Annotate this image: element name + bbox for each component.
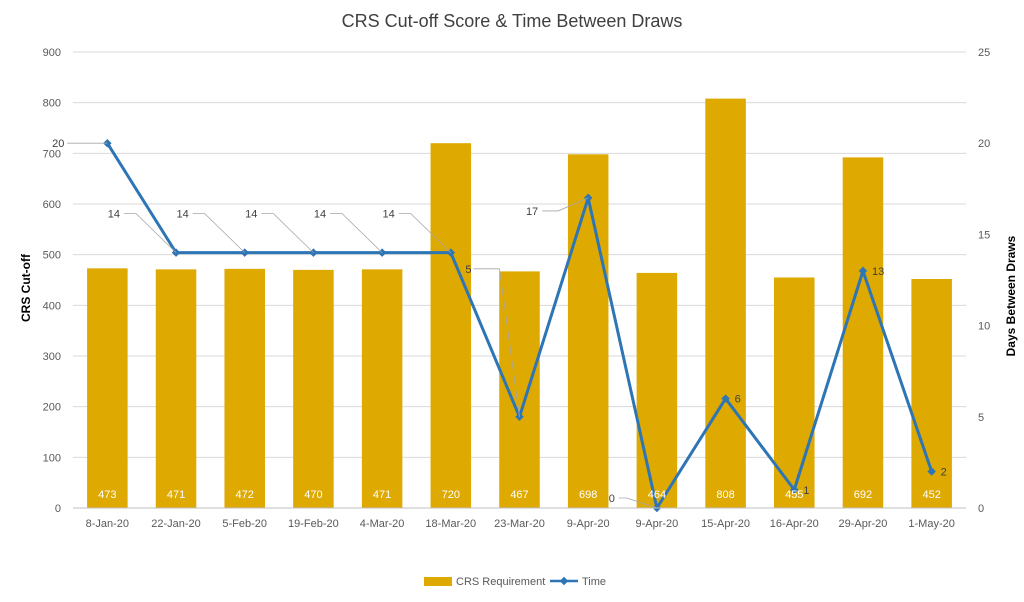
- bar-value-label: 473: [98, 489, 116, 501]
- label-leader-line: [124, 213, 177, 253]
- y-tick-label: 500: [43, 250, 61, 262]
- x-tick-label: 5-Feb-20: [222, 518, 267, 530]
- line-point: [858, 266, 868, 276]
- label-leader-line: [618, 497, 658, 509]
- bar: [224, 268, 265, 508]
- bar-series: [87, 98, 952, 509]
- line-value-label: 14: [314, 209, 326, 221]
- y2-axis-title: Days Between Draws: [1004, 235, 1018, 356]
- line-value-label: 6: [735, 394, 741, 406]
- bar: [87, 268, 128, 508]
- legend-label-line: Time: [582, 576, 606, 588]
- bar: [636, 272, 678, 508]
- y-tick-label: 100: [43, 452, 61, 464]
- y2-tick-label: 0: [978, 503, 984, 515]
- bar: [567, 154, 609, 508]
- bar: [430, 143, 472, 508]
- legend-label-bar: CRS Requirement: [456, 576, 545, 588]
- legend-swatch-bar: [424, 577, 452, 586]
- data-labels: 473 471 472 470 471 720 467 698 464 808 455 692 4522…: [52, 138, 947, 509]
- bar: [499, 271, 540, 508]
- line-value-label: 14: [383, 209, 395, 221]
- line-value-label: 5: [465, 264, 471, 276]
- x-tick-label: 4-Mar-20: [360, 518, 405, 530]
- x-tick-label: 19-Feb-20: [288, 518, 339, 530]
- line-value-label: 2: [941, 467, 947, 479]
- label-leader-line: [473, 268, 520, 417]
- bar: [705, 98, 746, 508]
- bar: [842, 157, 884, 509]
- bar-value-label: 464: [648, 489, 666, 501]
- x-tick-label: 18-Mar-20: [425, 518, 476, 530]
- gridlines: [73, 51, 966, 458]
- y-axis-title: CRS Cut-off: [19, 253, 33, 322]
- label-leader-line: [330, 213, 383, 253]
- bar-value-label: 692: [854, 489, 872, 501]
- x-tick-label: 29-Apr-20: [839, 518, 888, 530]
- bar-value-label: 452: [922, 489, 940, 501]
- y-tick-label: 300: [43, 351, 61, 363]
- label-leader-line: [542, 197, 589, 212]
- bar-value-label: 455: [785, 489, 803, 501]
- y-tick-label: 400: [43, 300, 61, 312]
- bar-value-label: 808: [716, 489, 734, 501]
- line-value-label: 0: [609, 493, 615, 505]
- bar-value-label: 467: [510, 489, 528, 501]
- label-leader-line: [192, 213, 246, 253]
- y2-tick-label: 15: [978, 229, 990, 241]
- legend-marker-line: [559, 576, 569, 586]
- bar: [293, 269, 334, 508]
- x-tick-label: 9-Apr-20: [567, 518, 610, 530]
- label-leader-line: [261, 213, 314, 253]
- y-tick-label: 600: [43, 199, 61, 211]
- y-tick-label: 700: [43, 148, 61, 160]
- x-tick-label: 16-Apr-20: [770, 518, 819, 530]
- y2-tick-label: 10: [978, 321, 990, 333]
- x-tick-label: 22-Jan-20: [151, 518, 201, 530]
- line-value-label: 14: [108, 209, 120, 221]
- bar: [155, 269, 197, 508]
- bar-value-label: 472: [236, 489, 254, 501]
- bar-value-label: 471: [373, 489, 391, 501]
- bar: [361, 269, 403, 508]
- y-tick-label: 800: [43, 98, 61, 110]
- y2-tick-label: 5: [978, 412, 984, 424]
- y-tick-label: 900: [43, 47, 61, 59]
- line-value-label: 1: [803, 485, 809, 497]
- legend: CRS Requirement Time: [424, 576, 606, 588]
- line-value-label: 17: [526, 206, 538, 218]
- bar-value-label: 720: [442, 489, 460, 501]
- chart-title: CRS Cut-off Score & Time Between Draws: [342, 11, 683, 31]
- x-tick-label: 23-Mar-20: [494, 518, 545, 530]
- bar-value-label: 470: [304, 489, 322, 501]
- line-point: [790, 485, 799, 495]
- y2-tick-label: 20: [978, 138, 990, 150]
- y-tick-label: 0: [55, 503, 61, 515]
- x-tick-label: 15-Apr-20: [701, 518, 750, 530]
- y-tick-label: 200: [43, 402, 61, 414]
- axes: 010020030040050060070080090005101520258-…: [43, 47, 991, 530]
- x-tick-label: 8-Jan-20: [86, 518, 129, 530]
- x-tick-label: 1-May-20: [908, 518, 954, 530]
- line-value-label: 14: [176, 209, 188, 221]
- line-value-label: 20: [52, 138, 64, 150]
- line-value-label: 13: [872, 266, 884, 278]
- label-leader-line: [398, 213, 452, 253]
- bar-value-label: 471: [167, 489, 185, 501]
- line-point: [721, 394, 730, 403]
- y2-tick-label: 25: [978, 47, 990, 59]
- line-point: [927, 467, 936, 476]
- x-tick-label: 9-Apr-20: [635, 518, 678, 530]
- line-value-label: 14: [245, 209, 257, 221]
- bar-value-label: 698: [579, 489, 597, 501]
